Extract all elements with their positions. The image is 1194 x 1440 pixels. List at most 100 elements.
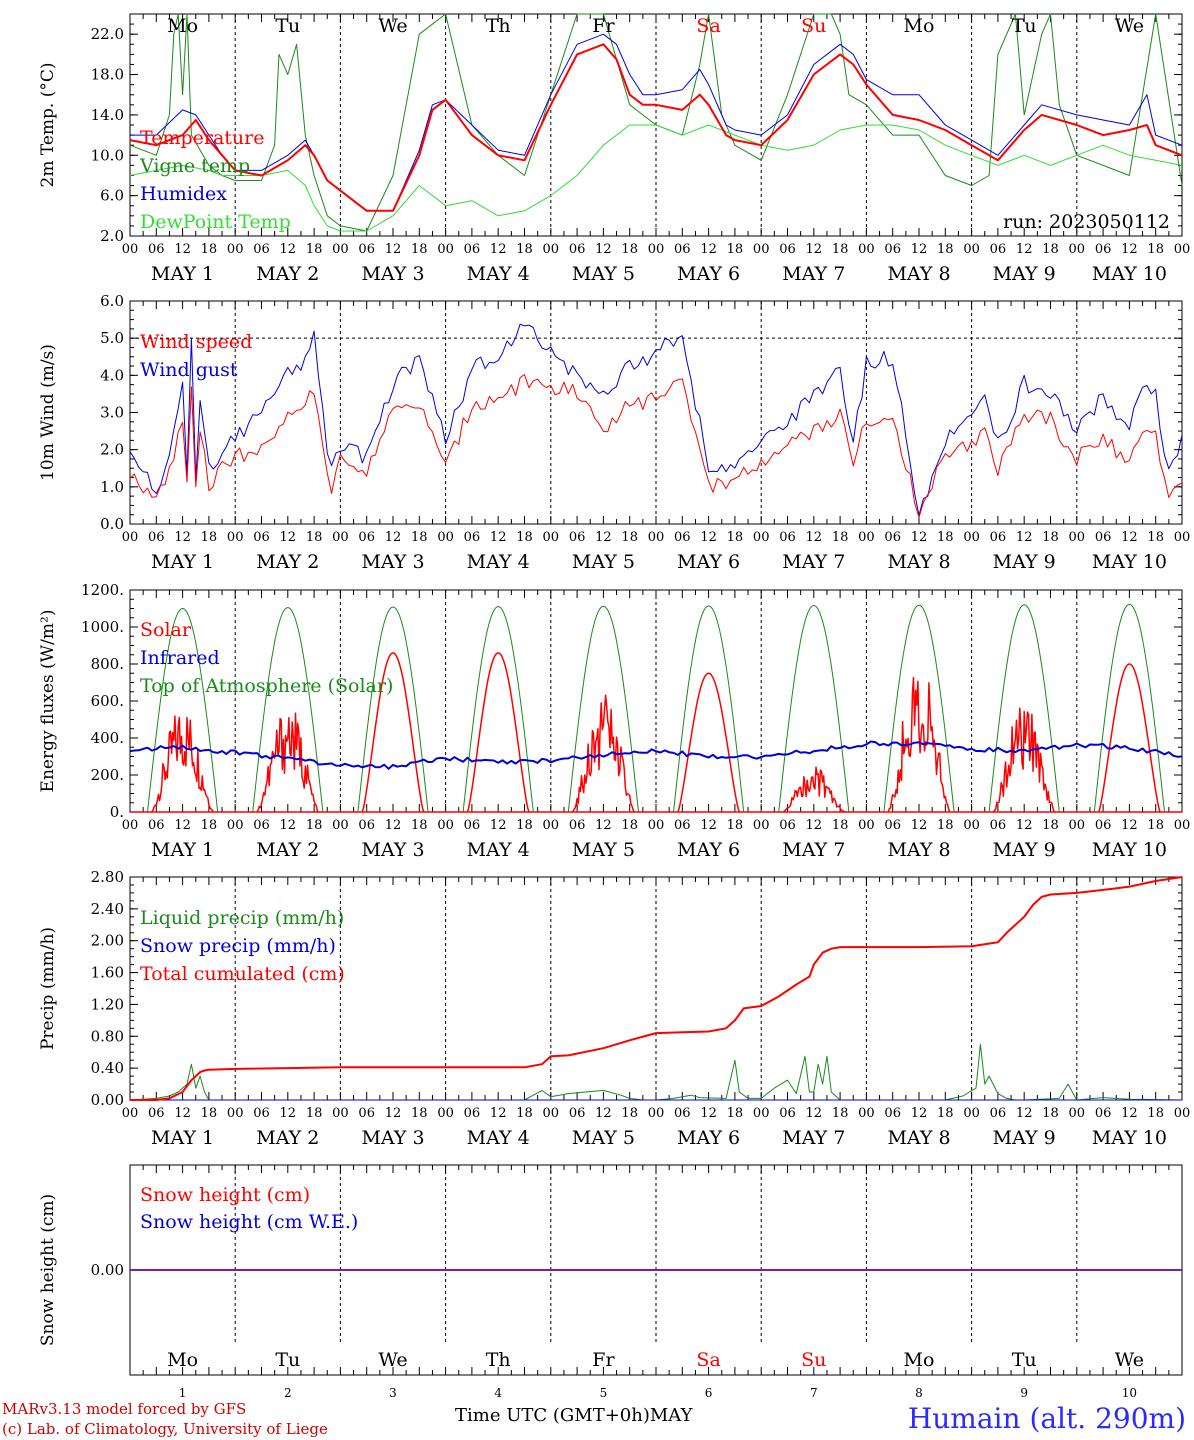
hour-tick-label: 12 (174, 242, 191, 257)
legend-entry: Snow precip (mm/h) (140, 935, 336, 957)
hour-tick-label: 18 (516, 1106, 533, 1121)
day-name-label: Th (486, 1349, 511, 1371)
hour-tick-label: 06 (884, 818, 901, 833)
date-label: MAY 4 (467, 263, 530, 285)
hour-tick-label: 06 (674, 818, 691, 833)
legend-entry: Infrared (140, 647, 220, 669)
legend-entry: DewPoint Temp (140, 211, 291, 233)
date-label: MAY 1 (151, 263, 214, 285)
date-label: MAY 8 (887, 839, 950, 861)
hour-tick-label: 06 (358, 242, 375, 257)
hour-tick-label: 18 (621, 1106, 638, 1121)
hour-tick-label: 12 (490, 1106, 507, 1121)
hour-tick-label: 00 (753, 242, 770, 257)
legend-entry: Snow height (cm W.E.) (140, 1211, 358, 1233)
series-line (130, 876, 1183, 1101)
date-label: MAY 10 (1092, 263, 1167, 285)
date-label: MAY 5 (572, 839, 635, 861)
day-number-label: 4 (494, 1386, 502, 1400)
day-number-label: 3 (389, 1386, 397, 1400)
hour-tick-label: 18 (1042, 530, 1059, 545)
series-line (1093, 603, 1165, 813)
y-tick-label: 0.00 (91, 1261, 124, 1279)
hour-tick-label: 12 (385, 530, 402, 545)
legend-entry: Total cumulated (cm) (140, 963, 345, 985)
date-label: MAY 8 (887, 263, 950, 285)
hour-tick-label: 12 (1121, 1106, 1138, 1121)
hour-tick-label: 12 (174, 530, 191, 545)
hour-tick-label: 18 (411, 1106, 428, 1121)
series-line (129, 740, 1183, 770)
legend-entry: Humidex (140, 183, 227, 205)
hour-tick-label: 18 (306, 530, 323, 545)
hour-tick-label: 12 (490, 818, 507, 833)
series-line (887, 676, 951, 813)
hour-tick-label: 06 (884, 530, 901, 545)
hour-tick-label: 06 (464, 242, 481, 257)
y-tick-label: 0.40 (91, 1059, 124, 1077)
y-tick-label: 1.60 (91, 964, 124, 982)
hour-tick-label: 06 (990, 530, 1007, 545)
date-label: MAY 3 (361, 551, 424, 573)
hour-tick-label: 18 (306, 242, 323, 257)
day-name-label: Tu (275, 15, 300, 37)
hour-tick-label: 12 (806, 1106, 823, 1121)
hour-tick-label: 12 (595, 530, 612, 545)
y-tick-label: 1200. (81, 581, 124, 599)
date-label: MAY 5 (572, 551, 635, 573)
hour-tick-label: 06 (1095, 818, 1112, 833)
hour-tick-label: 18 (1042, 242, 1059, 257)
hour-tick-label: 12 (280, 1106, 297, 1121)
hour-tick-label: 06 (779, 530, 796, 545)
y-tick-label: 4.0 (100, 366, 124, 384)
y-tick-label: 5.0 (100, 329, 124, 347)
hour-tick-label: 18 (201, 818, 218, 833)
y-tick-label: 600. (91, 692, 124, 710)
hour-tick-label: 06 (253, 242, 270, 257)
date-label: MAY 6 (677, 1127, 740, 1149)
y-tick-label: 3.0 (100, 404, 124, 422)
hour-tick-label: 18 (201, 530, 218, 545)
hour-tick-label: 12 (806, 242, 823, 257)
hour-tick-label: 06 (253, 818, 270, 833)
hour-tick-label: 06 (569, 530, 586, 545)
date-label: MAY 9 (993, 263, 1056, 285)
hour-tick-label: 06 (358, 530, 375, 545)
hour-tick-label: 06 (674, 1106, 691, 1121)
series-line (129, 374, 1183, 518)
hour-tick-label: 18 (832, 1106, 849, 1121)
hour-tick-label: 00 (437, 1106, 454, 1121)
station-name: Humain (alt. 290m) (907, 1402, 1186, 1435)
day-name-label: Fr (592, 15, 615, 37)
date-label: MAY 1 (151, 551, 214, 573)
hour-tick-label: 12 (700, 530, 717, 545)
hour-tick-label: 00 (963, 818, 980, 833)
date-label: MAY 8 (887, 551, 950, 573)
hour-tick-label: 18 (937, 530, 954, 545)
series-line (462, 606, 534, 813)
hour-tick-label: 12 (911, 242, 928, 257)
hour-tick-label: 00 (648, 530, 665, 545)
date-label: MAY 5 (572, 263, 635, 285)
hour-tick-label: 12 (700, 818, 717, 833)
series-line (673, 605, 745, 813)
y-axis-label: Energy fluxes (W/m²) (38, 610, 58, 793)
hour-tick-label: 06 (884, 1106, 901, 1121)
date-label: MAY 7 (782, 551, 845, 573)
hour-tick-label: 18 (727, 818, 744, 833)
hour-tick-label: 12 (806, 530, 823, 545)
hour-tick-label: 12 (490, 530, 507, 545)
day-number-label: 2 (284, 1386, 292, 1400)
hour-tick-label: 00 (122, 530, 139, 545)
date-label: MAY 4 (467, 551, 530, 573)
day-number-label: 10 (1122, 1386, 1137, 1400)
y-tick-label: 1000. (81, 618, 124, 636)
panel-energy: 0. 200. 400. 600. 800. 1000. 1200. Energy fluxe… (38, 581, 1190, 861)
hour-tick-label: 00 (332, 530, 349, 545)
hour-tick-label: 00 (543, 1106, 560, 1121)
hour-tick-label: 18 (937, 242, 954, 257)
y-tick-label: 2.40 (91, 900, 124, 918)
panel-snow: 0.00 Snow height (cm) Mo 1 Tu 2 We 3 Th 4 Fr 5 Sa 6 Su… (38, 1164, 1183, 1400)
panel-temp: 2.0 6.0 10.0 14.0 18.0 22.0 2m Temp. (°C) 00 06 1… (38, 13, 1190, 285)
